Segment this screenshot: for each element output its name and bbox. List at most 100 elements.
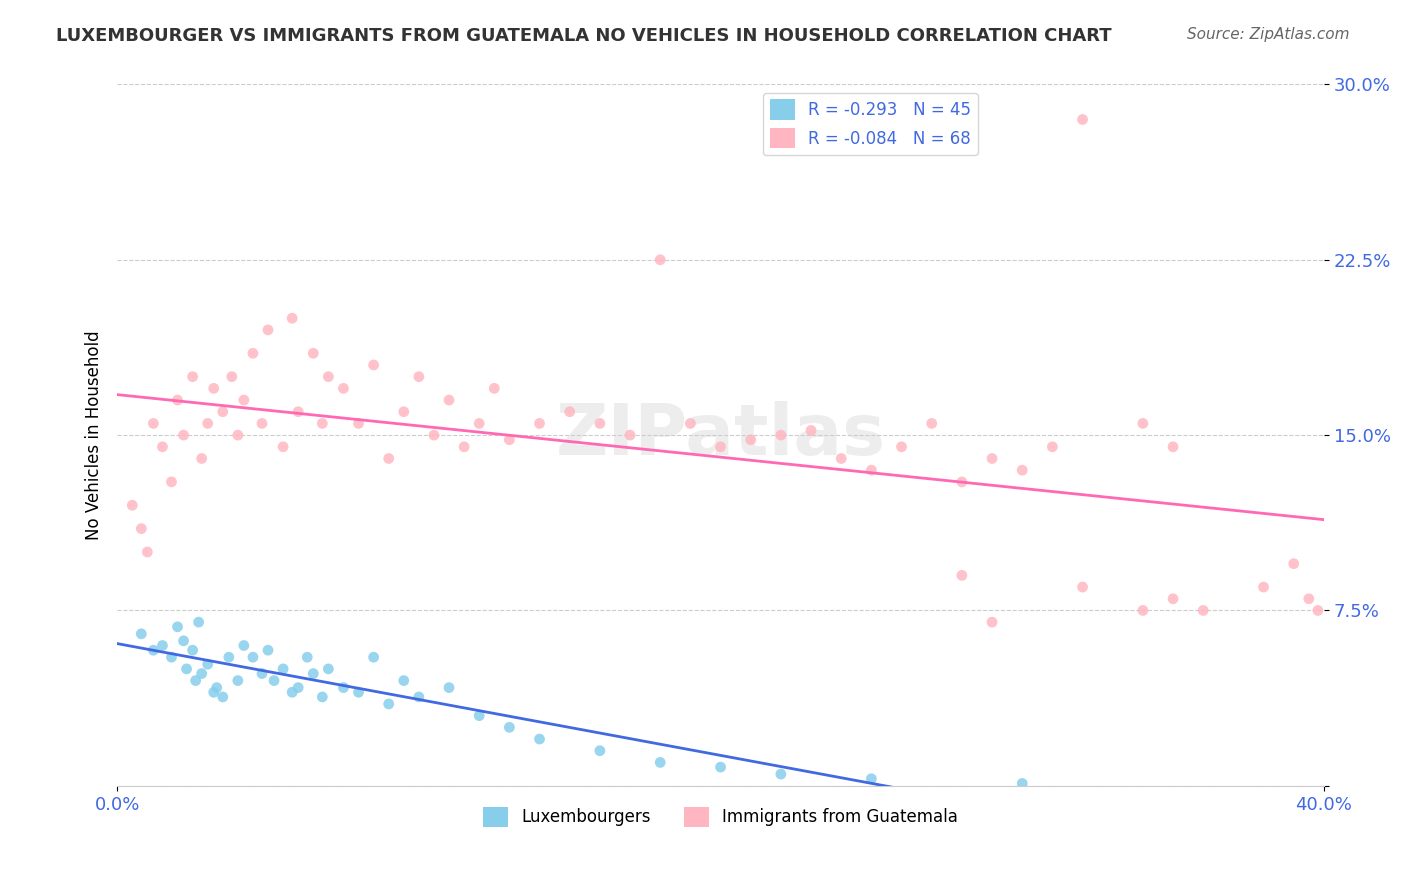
Point bbox=[176, 662, 198, 676]
Point bbox=[1042, 440, 1064, 454]
Point bbox=[589, 744, 612, 758]
Point bbox=[131, 627, 153, 641]
Text: Source: ZipAtlas.com: Source: ZipAtlas.com bbox=[1187, 27, 1350, 42]
Point bbox=[1306, 603, 1329, 617]
Point bbox=[1132, 417, 1154, 431]
Point bbox=[1011, 776, 1033, 790]
Point bbox=[181, 643, 204, 657]
Point bbox=[392, 405, 415, 419]
Point bbox=[1071, 112, 1094, 127]
Point bbox=[232, 392, 254, 407]
Point bbox=[242, 650, 264, 665]
Point bbox=[271, 662, 294, 676]
Point bbox=[709, 760, 731, 774]
Point bbox=[142, 643, 165, 657]
Point bbox=[347, 685, 370, 699]
Point bbox=[830, 451, 852, 466]
Point bbox=[121, 498, 143, 512]
Point bbox=[860, 463, 883, 477]
Text: ZIPatlas: ZIPatlas bbox=[555, 401, 886, 469]
Point bbox=[302, 666, 325, 681]
Point bbox=[232, 639, 254, 653]
Point bbox=[311, 417, 333, 431]
Point bbox=[187, 615, 209, 629]
Point bbox=[950, 475, 973, 489]
Point bbox=[287, 681, 309, 695]
Point bbox=[1161, 591, 1184, 606]
Point bbox=[226, 673, 249, 688]
Text: LUXEMBOURGER VS IMMIGRANTS FROM GUATEMALA NO VEHICLES IN HOUSEHOLD CORRELATION C: LUXEMBOURGER VS IMMIGRANTS FROM GUATEMAL… bbox=[56, 27, 1112, 45]
Point bbox=[242, 346, 264, 360]
Point bbox=[202, 685, 225, 699]
Point bbox=[250, 417, 273, 431]
Point bbox=[211, 690, 233, 704]
Point bbox=[1132, 603, 1154, 617]
Point bbox=[650, 252, 672, 267]
Point bbox=[281, 311, 304, 326]
Point bbox=[1161, 440, 1184, 454]
Point bbox=[484, 381, 506, 395]
Point bbox=[197, 657, 219, 672]
Legend: Luxembourgers, Immigrants from Guatemala: Luxembourgers, Immigrants from Guatemala bbox=[477, 800, 965, 833]
Point bbox=[160, 650, 183, 665]
Point bbox=[173, 428, 195, 442]
Point bbox=[769, 767, 792, 781]
Point bbox=[1192, 603, 1215, 617]
Point bbox=[287, 405, 309, 419]
Point bbox=[347, 417, 370, 431]
Point bbox=[226, 428, 249, 442]
Point bbox=[950, 568, 973, 582]
Point bbox=[257, 323, 280, 337]
Point bbox=[271, 440, 294, 454]
Point bbox=[408, 369, 430, 384]
Point bbox=[1298, 591, 1320, 606]
Point bbox=[318, 662, 340, 676]
Point bbox=[181, 369, 204, 384]
Point bbox=[297, 650, 319, 665]
Point bbox=[221, 369, 243, 384]
Point bbox=[468, 708, 491, 723]
Y-axis label: No Vehicles in Household: No Vehicles in Household bbox=[86, 330, 103, 540]
Point bbox=[218, 650, 240, 665]
Point bbox=[800, 424, 823, 438]
Point bbox=[981, 615, 1004, 629]
Point bbox=[173, 633, 195, 648]
Point bbox=[453, 440, 475, 454]
Point bbox=[281, 685, 304, 699]
Point bbox=[529, 417, 551, 431]
Point bbox=[498, 433, 520, 447]
Point bbox=[311, 690, 333, 704]
Point bbox=[190, 666, 212, 681]
Point bbox=[1253, 580, 1275, 594]
Point bbox=[257, 643, 280, 657]
Point bbox=[166, 620, 188, 634]
Point bbox=[184, 673, 207, 688]
Point bbox=[363, 358, 385, 372]
Point bbox=[423, 428, 446, 442]
Point bbox=[363, 650, 385, 665]
Point bbox=[377, 697, 399, 711]
Point bbox=[160, 475, 183, 489]
Point bbox=[408, 690, 430, 704]
Point bbox=[202, 381, 225, 395]
Point bbox=[860, 772, 883, 786]
Point bbox=[650, 756, 672, 770]
Point bbox=[498, 720, 520, 734]
Point bbox=[131, 522, 153, 536]
Point bbox=[152, 440, 174, 454]
Point bbox=[332, 681, 354, 695]
Point bbox=[558, 405, 581, 419]
Point bbox=[619, 428, 641, 442]
Point bbox=[190, 451, 212, 466]
Point bbox=[890, 440, 912, 454]
Point bbox=[332, 381, 354, 395]
Point bbox=[197, 417, 219, 431]
Point bbox=[250, 666, 273, 681]
Point bbox=[152, 639, 174, 653]
Point bbox=[1011, 463, 1033, 477]
Point bbox=[437, 392, 460, 407]
Point bbox=[318, 369, 340, 384]
Point bbox=[205, 681, 228, 695]
Point bbox=[529, 732, 551, 747]
Point bbox=[263, 673, 285, 688]
